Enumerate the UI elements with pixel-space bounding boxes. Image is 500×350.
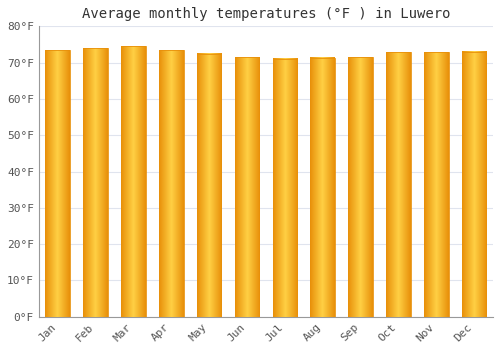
Bar	[46, 50, 70, 317]
Bar	[462, 52, 486, 317]
Bar	[197, 54, 222, 317]
Bar	[348, 57, 373, 317]
Bar	[272, 58, 297, 317]
Bar	[386, 52, 410, 317]
Bar	[121, 46, 146, 317]
Bar	[84, 48, 108, 317]
Bar	[310, 57, 335, 317]
Bar	[159, 50, 184, 317]
Bar	[234, 57, 260, 317]
Bar	[424, 52, 448, 317]
Title: Average monthly temperatures (°F ) in Luwero: Average monthly temperatures (°F ) in Lu…	[82, 7, 450, 21]
